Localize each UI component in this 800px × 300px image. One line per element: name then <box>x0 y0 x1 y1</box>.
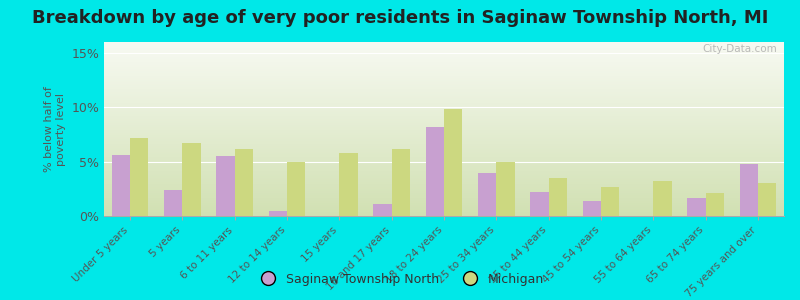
Y-axis label: % below half of
poverty level: % below half of poverty level <box>44 86 66 172</box>
Bar <box>112 155 130 216</box>
Bar <box>654 181 671 216</box>
Text: City-Data.com: City-Data.com <box>702 44 778 54</box>
Bar <box>130 138 149 216</box>
Bar <box>234 148 253 216</box>
Bar <box>374 204 392 216</box>
Text: Breakdown by age of very poor residents in Saginaw Township North, MI: Breakdown by age of very poor residents … <box>32 9 768 27</box>
Bar <box>269 211 287 216</box>
Bar <box>549 178 567 216</box>
Bar <box>182 143 201 216</box>
Bar <box>339 153 358 216</box>
Bar <box>478 172 496 216</box>
Bar <box>706 193 724 216</box>
Bar <box>287 162 306 216</box>
Bar <box>758 183 776 216</box>
Bar <box>444 110 462 216</box>
Bar <box>392 148 410 216</box>
Bar <box>496 162 514 216</box>
Bar <box>530 192 549 216</box>
Bar <box>582 201 601 216</box>
Bar <box>426 127 444 216</box>
Legend: Saginaw Township North, Michigan: Saginaw Township North, Michigan <box>251 268 549 291</box>
Bar <box>217 156 234 216</box>
Bar <box>687 197 706 216</box>
Bar <box>164 190 182 216</box>
Bar <box>601 187 619 216</box>
Bar <box>739 164 758 216</box>
